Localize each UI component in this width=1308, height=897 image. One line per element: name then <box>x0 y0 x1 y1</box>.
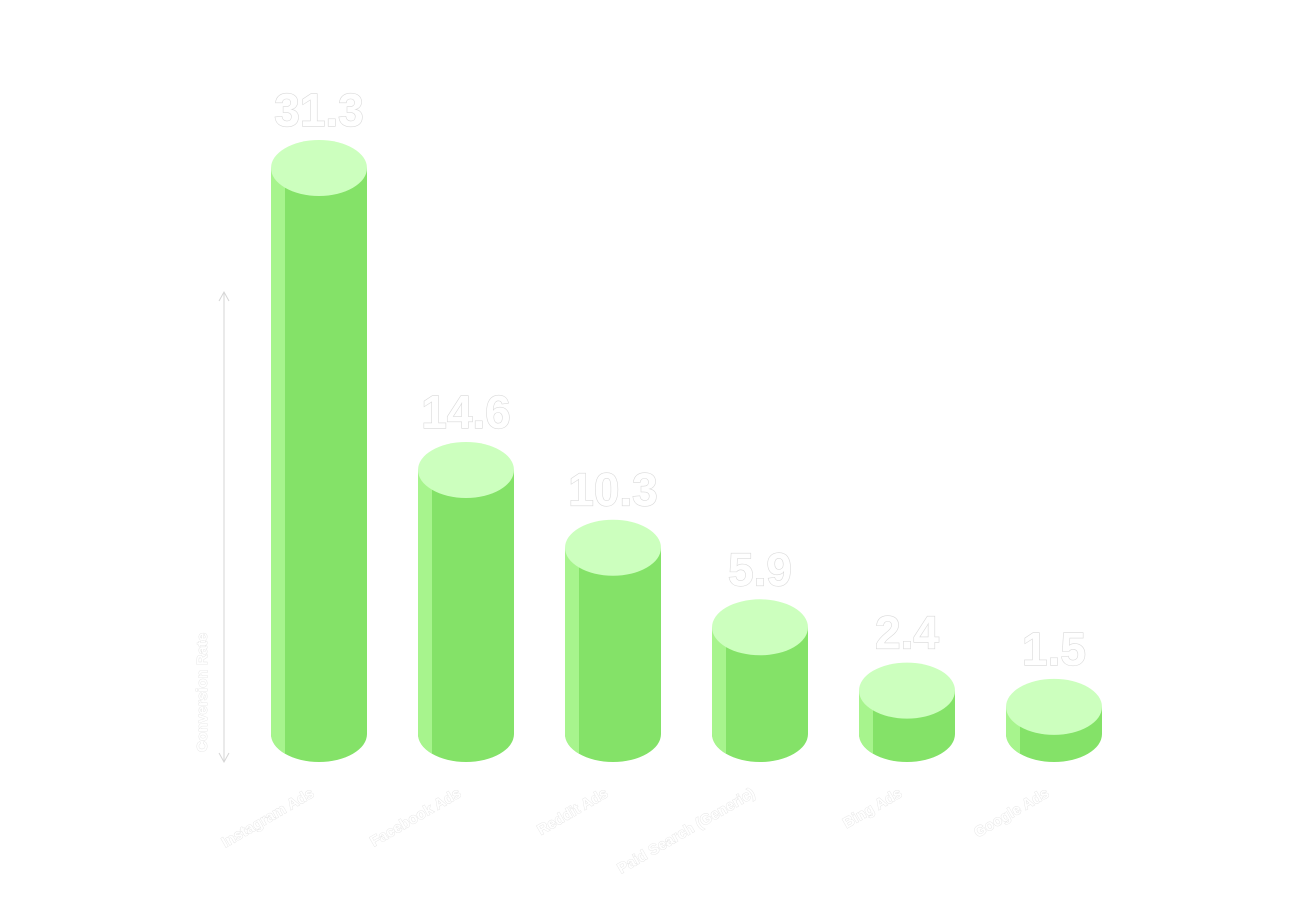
category-label: Paid Search (Generic) <box>614 785 758 878</box>
value-label: 10.3 <box>568 464 658 516</box>
bar-facebook-ads <box>418 441 514 762</box>
value-label: 1.5 <box>1022 623 1086 675</box>
bar-body <box>271 168 367 762</box>
bar-top <box>418 441 514 498</box>
bar-highlight <box>271 168 285 754</box>
bars <box>271 140 1102 762</box>
bar-highlight <box>418 469 432 754</box>
bar-reddit-ads <box>565 519 661 762</box>
value-label: 31.3 <box>274 84 364 136</box>
category-label: Bing Ads <box>840 785 905 832</box>
bar-top <box>565 519 661 576</box>
y-axis-arrow-bottom <box>218 752 230 764</box>
value-label: 2.4 <box>875 607 939 659</box>
bar-top <box>1006 678 1102 735</box>
bar-instagram-ads <box>271 140 367 762</box>
category-label: Reddit Ads <box>534 785 611 839</box>
value-labels: 31.3 14.6 10.3 5.9 2.4 1.5 <box>274 83 1087 675</box>
value-label: 14.6 <box>421 386 511 438</box>
bar-top <box>271 140 367 196</box>
bar-body <box>418 469 514 762</box>
y-axis: Conversion Rate <box>194 290 230 764</box>
value-label: 5.9 <box>728 543 792 595</box>
bar-body <box>565 547 661 762</box>
bar-highlight <box>565 547 579 754</box>
y-axis-label: Conversion Rate <box>194 633 211 752</box>
bar-bing-ads <box>859 662 955 762</box>
bar-highlight <box>712 627 726 754</box>
category-label: Google Ads <box>971 785 1052 842</box>
category-label: Instagram Ads <box>219 785 317 852</box>
bar-top <box>712 599 808 656</box>
category-labels: Instagram Ads Facebook Ads Reddit Ads Paid … <box>218 784 1052 878</box>
bar-google-ads <box>1006 678 1102 762</box>
bar-body <box>712 627 808 762</box>
bar-paid-search-generic <box>712 599 808 762</box>
bar-top <box>859 662 955 719</box>
category-label: Facebook Ads <box>367 785 464 851</box>
y-axis-arrow-top <box>218 290 230 302</box>
